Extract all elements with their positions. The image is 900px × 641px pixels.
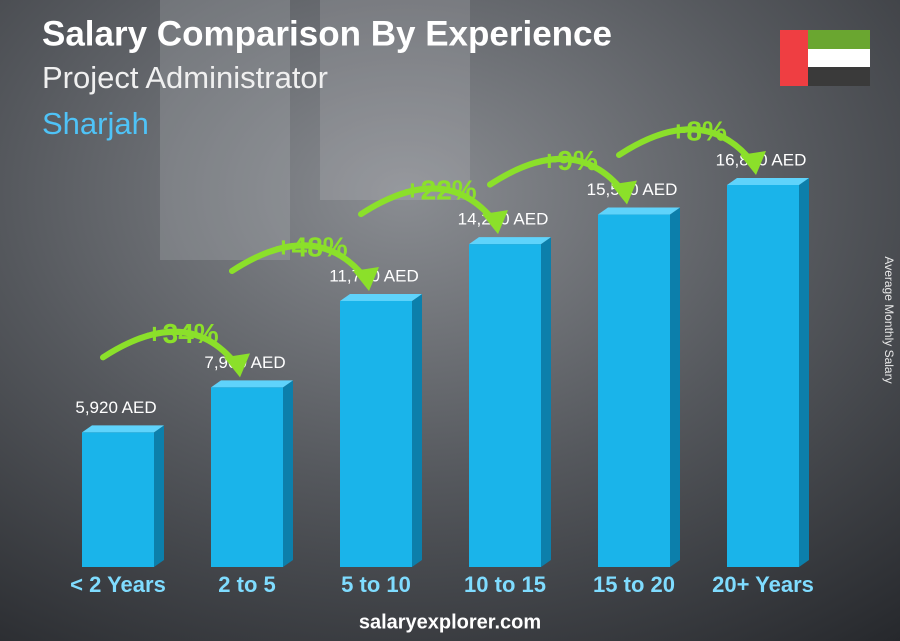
- bar-top: [469, 237, 551, 245]
- bar-side: [412, 293, 422, 567]
- arrow-head: [611, 180, 637, 205]
- bar-side: [154, 425, 164, 567]
- flag-red: [780, 30, 808, 86]
- flag-white: [808, 49, 870, 67]
- y-axis-label: Average Monthly Salary: [882, 256, 896, 383]
- bar-top: [82, 425, 164, 433]
- flag-black: [808, 67, 870, 86]
- x-tick-label: 2 to 5: [218, 572, 275, 597]
- location: Sharjah: [42, 106, 149, 141]
- bar-side: [541, 237, 551, 567]
- bar: [340, 300, 412, 567]
- bar-top: [727, 178, 809, 185]
- bar: [82, 432, 154, 567]
- flag-green: [808, 30, 870, 49]
- arrow-head: [740, 151, 766, 175]
- change-label: +8%: [670, 115, 727, 146]
- x-tick-label: < 2 Years: [70, 572, 166, 597]
- change-arrow: [100, 328, 240, 369]
- change-arrow: [487, 155, 627, 196]
- window: [320, 0, 470, 200]
- change-label: +9%: [541, 145, 598, 176]
- chart-title: Salary Comparison By Experience: [42, 14, 612, 53]
- change-label: +22%: [404, 175, 476, 206]
- bar-top: [211, 380, 293, 388]
- subtitle: Project Administrator: [42, 60, 328, 95]
- change-arrow: [358, 185, 498, 226]
- bar: [598, 214, 670, 568]
- bar-top: [340, 293, 422, 301]
- change-arrow: [616, 126, 756, 166]
- bar-side: [670, 207, 680, 568]
- x-tick-label: 20+ Years: [712, 572, 814, 597]
- footer: salaryexplorer.com: [359, 611, 541, 633]
- change-arrow: [229, 242, 369, 282]
- bar-side: [283, 380, 293, 567]
- window: [160, 0, 290, 260]
- change-label: +48%: [275, 231, 347, 262]
- arrow-head: [224, 353, 250, 378]
- bar-side: [799, 178, 809, 567]
- bar: [727, 185, 799, 567]
- x-tick-label: 10 to 15: [464, 572, 546, 597]
- bar: [211, 387, 283, 567]
- x-tick-label: 5 to 10: [341, 572, 411, 597]
- x-tick-label: 15 to 20: [593, 572, 675, 597]
- bar: [469, 244, 541, 567]
- change-label: +34%: [146, 318, 218, 349]
- arrow-head: [482, 210, 508, 235]
- value-label: 5,920 AED: [75, 398, 156, 417]
- arrow-head: [353, 266, 379, 291]
- bar-top: [598, 207, 680, 215]
